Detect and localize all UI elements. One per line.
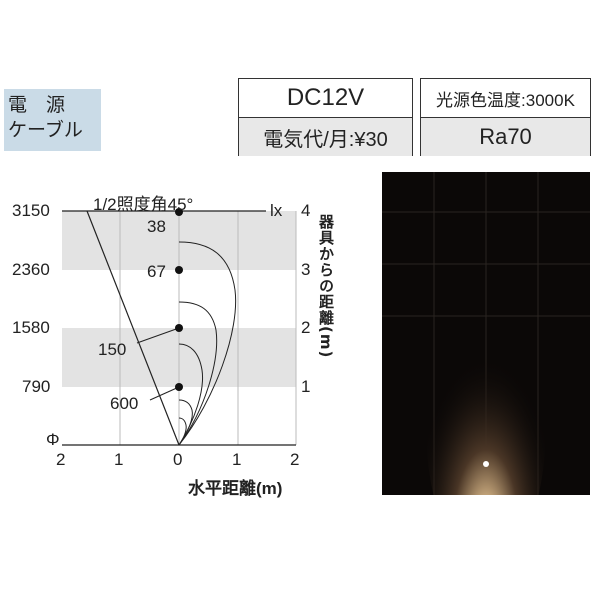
light-cone-image: [382, 172, 590, 495]
left-value-1: 2360: [12, 260, 50, 279]
curve-67: [178, 301, 218, 446]
right-axis-label: 器具からの距離(m): [317, 214, 335, 359]
isolux-curves: [178, 241, 237, 446]
lighting-photo: [382, 172, 590, 495]
right-tick-1: 1: [301, 377, 311, 396]
spec-box-light: 光源色温度:3000K Ra70: [420, 78, 591, 156]
half-angle-title: 1/2照度角45°: [93, 195, 194, 214]
x-axis-label: 水平距離(m): [188, 479, 283, 498]
leader-150: [136, 327, 180, 344]
right-tick-3: 3: [301, 260, 311, 279]
left-value-0: 3150: [12, 201, 50, 220]
light-distribution-diagram: [62, 208, 297, 446]
lux-label-150: 150: [98, 340, 127, 359]
phi-label: Φ: [46, 430, 60, 449]
lux-dot-3m: [175, 266, 183, 274]
lux-label-67: 67: [147, 262, 166, 281]
spec-box-power: DC12V 電気代/月:¥30: [238, 78, 413, 156]
curve-inner: [178, 417, 187, 446]
power-cable-label: 電 源 ケーブル: [4, 89, 101, 151]
x-tick-0: 2: [56, 450, 66, 469]
color-temperature: 光源色温度:3000K: [421, 79, 590, 118]
label-line2: ケーブル: [8, 119, 83, 141]
x-tick-4: 2: [290, 450, 300, 469]
x-tick-2: 0: [173, 450, 183, 469]
right-tick-4: 4: [301, 201, 311, 220]
right-tick-2: 2: [301, 318, 311, 337]
leader-600: [149, 386, 180, 401]
voltage: DC12V: [239, 79, 412, 118]
lux-unit: lx: [270, 201, 283, 220]
label-line1: 電 源: [8, 94, 66, 116]
left-value-3: 790: [22, 377, 51, 396]
x-tick-1: 1: [114, 450, 124, 469]
monthly-cost: 電気代/月:¥30: [239, 118, 412, 156]
x-tick-3: 1: [232, 450, 242, 469]
lux-label-600: 600: [110, 394, 139, 413]
lux-dot-4m: [175, 208, 183, 216]
lux-label-38: 38: [147, 217, 166, 236]
curve-600: [178, 399, 193, 446]
half-angle-line: [86, 210, 180, 446]
color-rendering: Ra70: [421, 118, 590, 156]
lux-dot-2m: [175, 324, 183, 332]
curve-38: [178, 241, 237, 446]
lux-dot-1m: [175, 383, 183, 391]
left-value-2: 1580: [12, 318, 50, 337]
